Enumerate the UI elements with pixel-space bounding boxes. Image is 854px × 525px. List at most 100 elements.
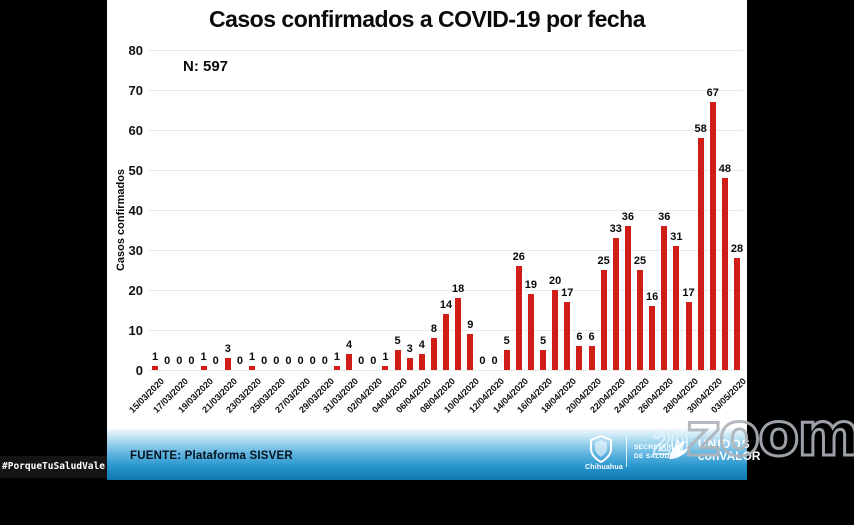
bar bbox=[430, 338, 437, 370]
bar bbox=[637, 270, 643, 370]
y-tick-label: 30 bbox=[128, 243, 143, 258]
bar-value-label: 0 bbox=[164, 355, 171, 367]
gridline bbox=[149, 290, 743, 291]
bar-value-label: 0 bbox=[321, 355, 328, 367]
bar-value-label: 4 bbox=[345, 339, 353, 351]
bar bbox=[673, 246, 680, 370]
bar-value-label: 6 bbox=[588, 331, 595, 343]
bar-value-label: 9 bbox=[467, 319, 474, 331]
chart-panel: Casos confirmados a COVID-19 por fecha N… bbox=[107, 0, 748, 429]
bar bbox=[394, 350, 401, 370]
bar bbox=[697, 138, 704, 370]
bar-value-label: 36 bbox=[658, 211, 671, 223]
bar bbox=[709, 102, 716, 370]
bar-value-label: 0 bbox=[297, 355, 304, 367]
footer-bar: FUENTE: Plataforma SISVER 20 Chihuahua S… bbox=[107, 424, 760, 480]
bar-value-label: 0 bbox=[479, 355, 486, 367]
bar-value-label: 1 bbox=[151, 351, 159, 363]
bar bbox=[418, 354, 425, 370]
gridline bbox=[149, 90, 743, 91]
bar-value-label: 16 bbox=[646, 291, 659, 303]
y-tick-label: 10 bbox=[128, 323, 143, 338]
secretaria-line1: SECRETARÍA bbox=[634, 444, 679, 451]
bar-value-label: 1 bbox=[248, 351, 256, 363]
bar-value-label: 0 bbox=[370, 355, 377, 367]
gridline bbox=[149, 170, 743, 171]
bar-value-label: 5 bbox=[394, 335, 401, 347]
bar bbox=[455, 298, 462, 370]
dove-icon bbox=[669, 439, 689, 459]
bar bbox=[249, 366, 255, 370]
bar-value-label: 6 bbox=[576, 331, 583, 343]
bar bbox=[346, 354, 352, 370]
bar-value-label: 3 bbox=[406, 343, 413, 355]
bar-value-label: 5 bbox=[503, 335, 510, 347]
bar bbox=[467, 334, 474, 370]
bar bbox=[564, 302, 571, 370]
bar bbox=[515, 266, 522, 370]
gridline bbox=[149, 250, 743, 251]
source-label: FUENTE: Plataforma SISVER bbox=[130, 450, 293, 462]
bar-value-label: 5 bbox=[539, 335, 547, 347]
bar-value-label: 17 bbox=[682, 287, 695, 299]
unidos-line: UNIDOS bbox=[698, 436, 751, 451]
gridline bbox=[149, 130, 743, 131]
bar-value-label: 36 bbox=[621, 211, 634, 223]
bar-value-label: 48 bbox=[718, 163, 731, 175]
secretaria-line2: DE SALUD bbox=[634, 452, 670, 460]
bar bbox=[624, 226, 631, 370]
bar-value-label: 26 bbox=[512, 251, 525, 263]
chart-title: Casos confirmados a COVID-19 por fecha bbox=[208, 6, 646, 32]
bar-value-label: 0 bbox=[358, 355, 365, 367]
bar-value-label: 4 bbox=[418, 339, 425, 351]
bar-value-label: 28 bbox=[730, 243, 744, 255]
bar-value-label: 0 bbox=[285, 355, 292, 367]
bar bbox=[588, 346, 595, 370]
bar bbox=[443, 314, 449, 370]
bar bbox=[734, 258, 740, 370]
convalor-line: conVALOR bbox=[698, 448, 761, 463]
bar bbox=[200, 366, 207, 370]
bar bbox=[503, 350, 510, 370]
bar-value-label: 0 bbox=[176, 355, 183, 367]
bar-value-label: 67 bbox=[706, 87, 719, 99]
gridline bbox=[149, 50, 743, 51]
secretaria-de-salud-label: SECRETARÍA DE SALUD bbox=[634, 444, 679, 462]
bar-value-label: 0 bbox=[212, 355, 219, 367]
bar bbox=[685, 302, 692, 370]
bar-value-label: 0 bbox=[236, 355, 243, 367]
bar bbox=[224, 358, 231, 370]
zoom-watermark: zoom bbox=[685, 399, 854, 472]
chihuahua-logo: Chihuahua bbox=[585, 435, 623, 471]
bar-value-label: 25 bbox=[633, 255, 647, 267]
y-tick-label: 50 bbox=[128, 163, 143, 178]
y-tick-label: 0 bbox=[135, 363, 143, 378]
bar bbox=[600, 270, 607, 370]
bar bbox=[612, 238, 619, 370]
bar-value-label: 19 bbox=[524, 279, 537, 291]
bar-chart-plot: 0 10 20 30 40 50 60 70 80 1 15/03/2020 0 0 17/03/2020… bbox=[107, 0, 748, 429]
y-tick-label: 70 bbox=[128, 83, 143, 98]
bar bbox=[721, 178, 728, 370]
bar-value-label: 0 bbox=[261, 355, 268, 367]
sample-size-label: N: 597 bbox=[183, 58, 229, 75]
chihuahua-label: Chihuahua bbox=[585, 464, 623, 471]
bar-value-label: 14 bbox=[439, 299, 453, 311]
bar bbox=[552, 290, 559, 370]
bar bbox=[649, 306, 656, 370]
bar bbox=[333, 366, 340, 370]
bar-value-label: 0 bbox=[273, 355, 280, 367]
bar-value-label: 3 bbox=[224, 343, 231, 355]
chihuahua-shield-icon bbox=[590, 435, 612, 463]
bar bbox=[382, 366, 389, 370]
bar-value-label: 33 bbox=[609, 223, 622, 235]
bar-value-label: 1 bbox=[333, 351, 340, 363]
logo-divider bbox=[626, 437, 627, 467]
bar bbox=[406, 358, 413, 370]
bar-value-label: 31 bbox=[670, 231, 683, 243]
y-tick-label: 80 bbox=[128, 43, 143, 58]
bar-value-label: 8 bbox=[430, 323, 437, 335]
bar-value-label: 0 bbox=[309, 355, 316, 367]
bar-value-label: 18 bbox=[452, 283, 465, 295]
bar-value-label: 17 bbox=[561, 287, 574, 299]
